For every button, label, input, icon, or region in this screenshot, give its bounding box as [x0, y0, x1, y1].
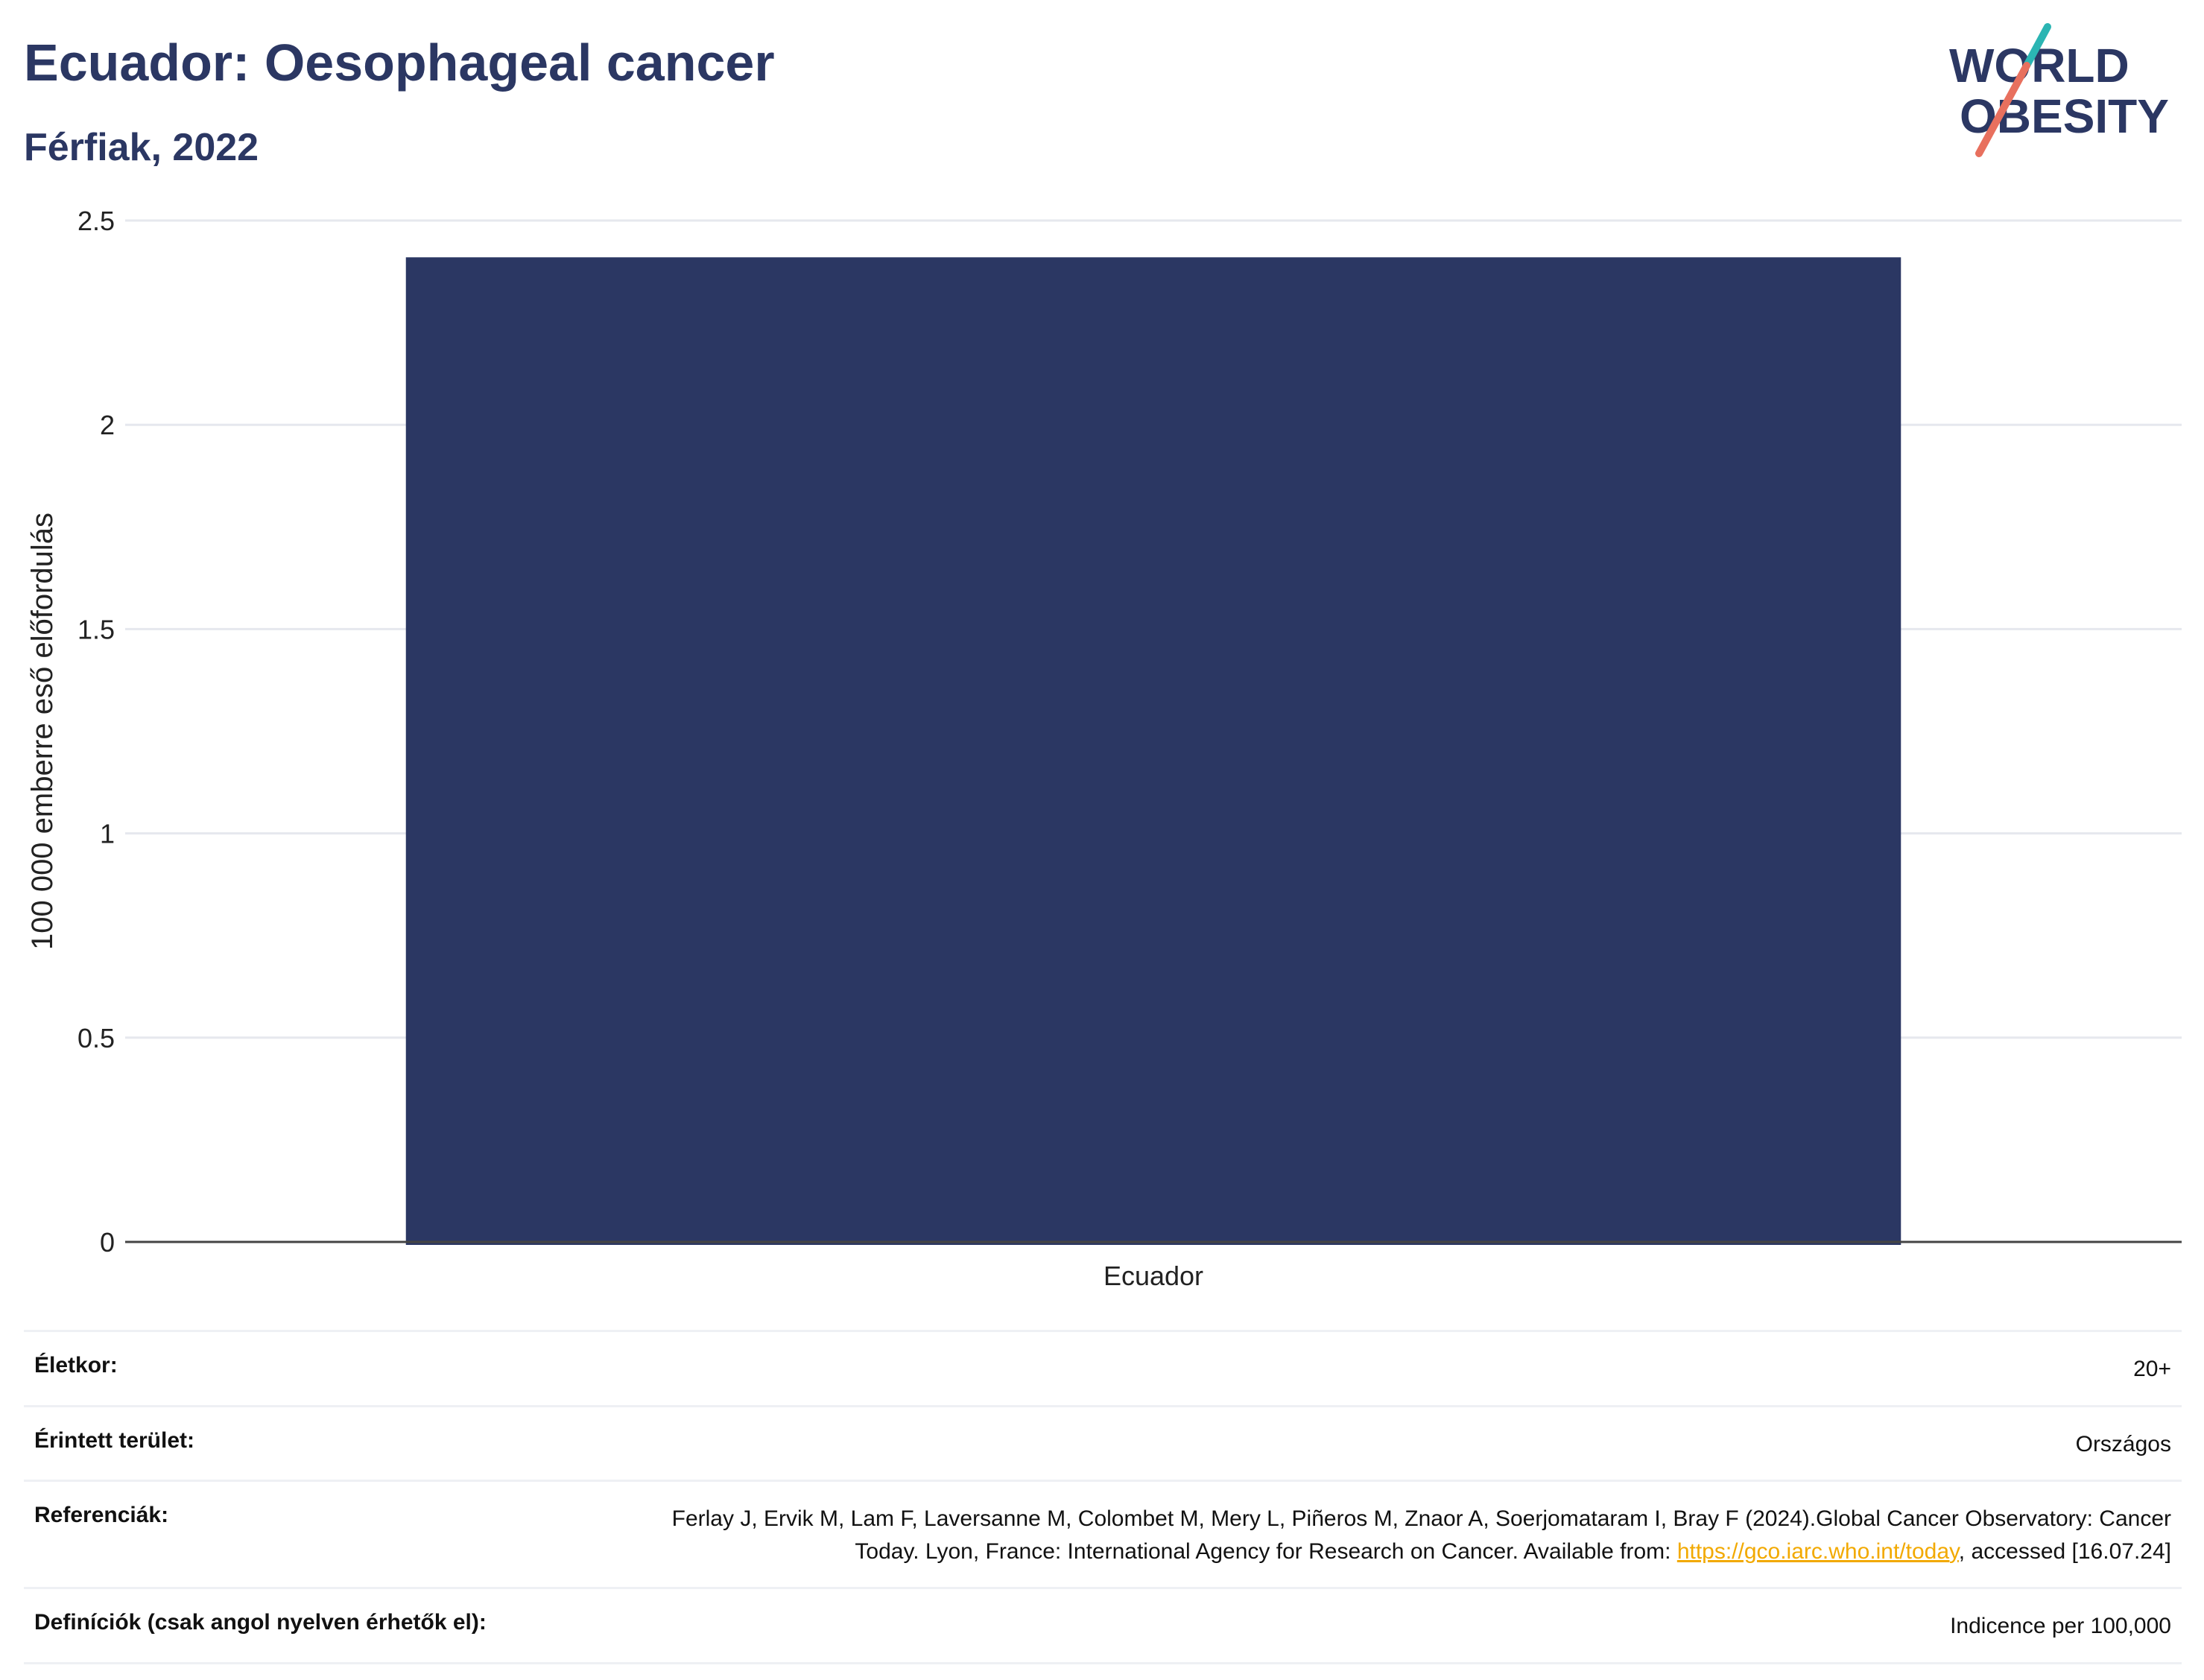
y-tick-label: 1.5	[77, 614, 115, 644]
y-tick-label: 0.5	[77, 1023, 115, 1053]
y-tick-label: 1	[100, 819, 115, 849]
age-value: 20+	[2133, 1357, 2171, 1381]
metadata-table: Életkor: 20+ Érintett terület: Országos …	[24, 1330, 2182, 1664]
references-text: Ferlay J, Ervik M, Lam F, Laversanne M, …	[671, 1506, 2171, 1564]
references-value: Ferlay J, Ervik M, Lam F, Laversanne M, …	[607, 1503, 2171, 1568]
age-label: Életkor:	[34, 1353, 118, 1378]
y-axis-title: 100 000 emberre eső előfordulás	[26, 513, 59, 950]
logo-slash-top	[2023, 23, 2051, 69]
y-tick-label: 2	[100, 410, 115, 440]
meta-row-references: Referenciák: Ferlay J, Ervik M, Lam F, L…	[24, 1480, 2182, 1587]
chart-subtitle: Férfiak, 2022	[24, 126, 259, 169]
bars	[405, 257, 1901, 1246]
area-value: Országos	[2075, 1431, 2171, 1456]
definitions-label: Definíciók (csak angol nyelven érhetők e…	[34, 1610, 487, 1635]
world-obesity-logo: WORLD OBESITY	[1949, 23, 2169, 157]
bar	[405, 257, 1901, 1246]
references-accessed: , accessed [16.07.24]	[1958, 1538, 2171, 1564]
axes: 0 0.5 1 1.5 2 2.5 Ecuador 100 000 emberre eső e…	[26, 206, 2182, 1291]
logo-word-obesity: OBESITY	[1960, 89, 2169, 143]
references-label: Referenciák:	[34, 1503, 169, 1527]
chart-title: Ecuador: Oesophageal cancer	[24, 34, 775, 92]
meta-row-area: Érintett terület: Országos	[24, 1404, 2182, 1480]
definitions-value: Indicence per 100,000	[1950, 1614, 2171, 1638]
area-label: Érintett terület:	[34, 1427, 195, 1453]
y-tick-label: 2.5	[77, 206, 115, 236]
meta-row-age: Életkor: 20+	[24, 1330, 2182, 1405]
x-tick-label: Ecuador	[1103, 1261, 1203, 1291]
references-link[interactable]: https://gco.iarc.who.int/today	[1676, 1538, 1959, 1564]
logo-slash-bottom	[1975, 62, 2030, 157]
bar-chart: 0 0.5 1 1.5 2 2.5 Ecuador 100 000 emberre eső e…	[26, 206, 2182, 1291]
meta-row-definitions: Definíciók (csak angol nyelven érhetők e…	[24, 1587, 2182, 1664]
y-tick-label: 0	[100, 1227, 115, 1258]
